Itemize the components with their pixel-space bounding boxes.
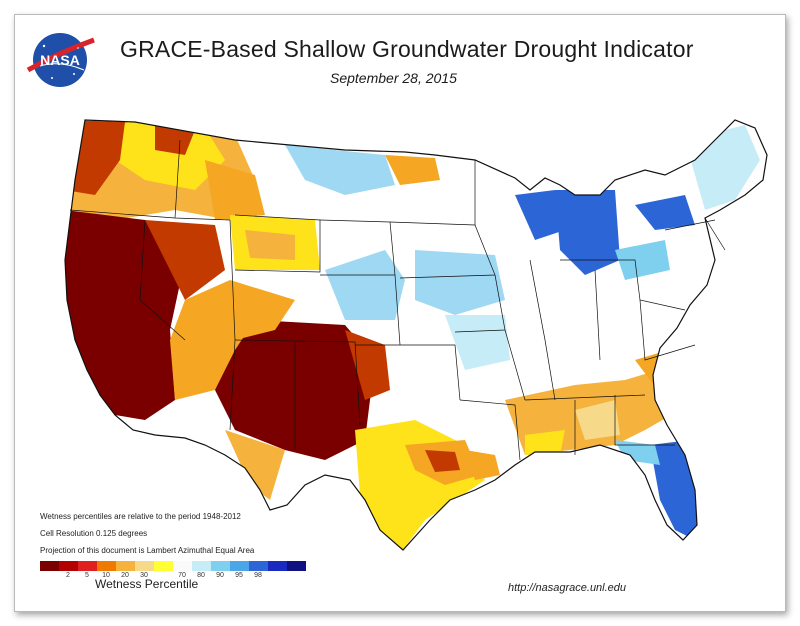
legend-swatch xyxy=(268,561,287,571)
legend-swatch xyxy=(154,561,173,571)
nasa-logo-text: NASA xyxy=(40,52,80,68)
legend-swatch xyxy=(135,561,154,571)
us-drought-map xyxy=(64,119,768,551)
legend-swatch xyxy=(249,561,268,571)
legend-ticks: 2 5 10 20 30 70 80 90 95 98 xyxy=(40,571,340,583)
map-notes: Wetness percentiles are relative to the … xyxy=(40,508,254,559)
legend-swatch xyxy=(173,561,192,571)
source-url[interactable]: http://nasagrace.unl.edu xyxy=(508,582,627,594)
nasa-logo: NASA xyxy=(26,33,95,87)
legend-tick-label: 5 xyxy=(85,572,89,579)
legend-title: Wetness Percentile xyxy=(95,577,199,591)
map-title: GRACE-Based Shallow Groundwater Drought … xyxy=(120,36,694,62)
legend-swatch xyxy=(40,561,59,571)
legend-tick-label: 98 xyxy=(254,572,262,579)
legend-swatch xyxy=(230,561,249,571)
legend-tick-label: 95 xyxy=(235,572,243,579)
legend-tick-label: 30 xyxy=(140,572,148,579)
legend-swatch xyxy=(97,561,116,571)
legend-swatch xyxy=(78,561,97,571)
legend-tick-label: 80 xyxy=(197,572,205,579)
legend-tick-label: 10 xyxy=(102,572,110,579)
legend-tick-label: 20 xyxy=(121,572,129,579)
legend: 2 5 10 20 30 70 80 90 95 98 xyxy=(40,561,340,583)
note-cell-resolution: Cell Resolution 0.125 degrees xyxy=(40,529,148,538)
legend-tick-label: 2 xyxy=(66,572,70,579)
legend-swatch xyxy=(211,561,230,571)
legend-swatch xyxy=(287,561,306,571)
legend-swatch xyxy=(59,561,78,571)
note-reference-period: Wetness percentiles are relative to the … xyxy=(40,512,241,521)
legend-swatch xyxy=(116,561,135,571)
legend-tick-label: 90 xyxy=(216,572,224,579)
legend-color-bar xyxy=(40,561,340,571)
legend-swatch xyxy=(192,561,211,571)
state-borders xyxy=(69,139,726,461)
note-projection: Projection of this document is Lambert A… xyxy=(40,546,255,555)
legend-tick-label: 70 xyxy=(178,572,186,579)
map-date: September 28, 2015 xyxy=(330,70,457,86)
